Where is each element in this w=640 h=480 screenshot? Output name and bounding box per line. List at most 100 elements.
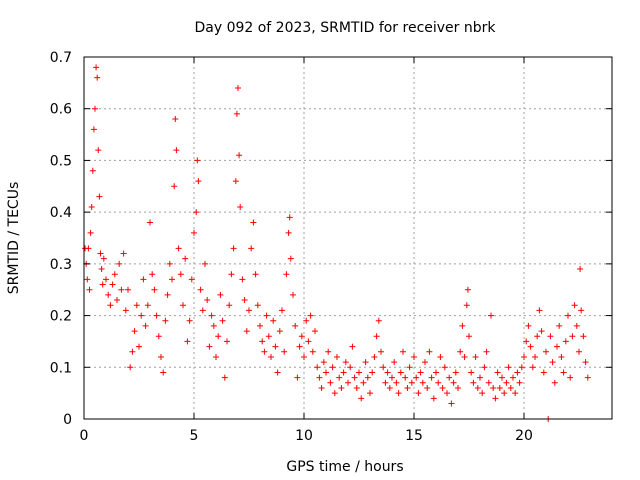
data-point [95, 147, 102, 154]
data-point [345, 379, 351, 386]
data-point [140, 276, 147, 283]
x-tick-label: 20 [515, 428, 533, 444]
data-point [122, 307, 129, 314]
data-point [441, 364, 448, 371]
data-point [408, 379, 415, 386]
data-point [86, 286, 93, 293]
data-point [92, 105, 98, 112]
data-point [578, 307, 585, 314]
data-point [329, 364, 336, 371]
data-point [334, 353, 340, 360]
data-point [538, 328, 545, 335]
data-point [133, 302, 140, 309]
data-point [565, 312, 571, 319]
data-point [393, 379, 400, 386]
data-point [463, 302, 470, 309]
data-point [382, 379, 389, 386]
data-point [213, 353, 219, 360]
data-point [263, 312, 270, 319]
data-point [419, 379, 426, 386]
x-axis-label: GPS time / hours [286, 459, 403, 475]
data-point [298, 333, 305, 340]
data-point [312, 328, 318, 335]
data-point [241, 297, 248, 304]
data-point [292, 322, 299, 329]
data-point [584, 374, 591, 381]
data-point [85, 245, 92, 252]
y-tick-label: 0 [63, 412, 72, 428]
data-point [464, 286, 471, 293]
data-point [111, 271, 118, 278]
data-point [197, 286, 204, 293]
data-point [437, 353, 444, 360]
data-point [84, 276, 91, 283]
data-point [97, 250, 104, 257]
data-point [525, 322, 532, 329]
data-point [439, 384, 446, 391]
data-point [224, 338, 230, 345]
data-point [93, 64, 100, 71]
data-point [199, 307, 206, 314]
data-point [87, 229, 94, 236]
data-point [501, 390, 508, 397]
data-point [89, 167, 96, 174]
data-point [494, 369, 501, 376]
data-point [320, 359, 327, 366]
data-point [153, 312, 160, 319]
data-point [252, 271, 259, 278]
data-point [184, 338, 191, 345]
data-point [356, 369, 362, 376]
data-point [492, 395, 499, 402]
data-point [406, 364, 413, 371]
data-point [147, 219, 153, 226]
data-point [527, 343, 534, 350]
data-point [529, 364, 536, 371]
data-point [415, 390, 422, 397]
data-point [428, 374, 435, 381]
data-point [474, 384, 481, 391]
data-point [340, 369, 347, 376]
data-point [90, 126, 97, 133]
data-point [556, 322, 563, 329]
data-point [435, 379, 442, 386]
data-point [254, 302, 261, 309]
data-point [173, 147, 180, 154]
data-point [125, 286, 131, 293]
data-point [239, 276, 246, 283]
data-point [560, 369, 567, 376]
data-point [549, 359, 556, 366]
data-point [375, 317, 382, 324]
y-tick-label: 0.2 [50, 309, 72, 325]
data-point [470, 379, 477, 386]
data-point [164, 291, 171, 298]
data-point [194, 157, 201, 164]
data-point [162, 317, 169, 324]
data-point [325, 348, 332, 355]
data-point [430, 395, 437, 402]
data-point [496, 384, 503, 391]
data-point [523, 338, 530, 345]
data-point [96, 193, 103, 200]
data-point [512, 390, 519, 397]
data-point [149, 271, 156, 278]
data-point [490, 384, 497, 391]
data-point [195, 178, 202, 185]
chart-title: Day 092 of 2023, SRMTID for receiver nbr… [194, 20, 496, 36]
data-point [305, 338, 312, 345]
data-point [191, 229, 197, 236]
data-point [505, 364, 512, 371]
data-point [129, 348, 136, 355]
data-point [118, 286, 125, 293]
data-point [188, 276, 195, 283]
data-point [554, 343, 560, 350]
y-tick-label: 0.6 [50, 102, 72, 118]
data-point [485, 379, 492, 386]
data-point [477, 374, 483, 381]
data-point [540, 369, 547, 376]
data-point [360, 379, 367, 386]
data-point [384, 369, 391, 376]
data-point [158, 353, 164, 360]
data-point [303, 317, 310, 324]
data-point [571, 302, 578, 309]
data-point [257, 322, 263, 329]
